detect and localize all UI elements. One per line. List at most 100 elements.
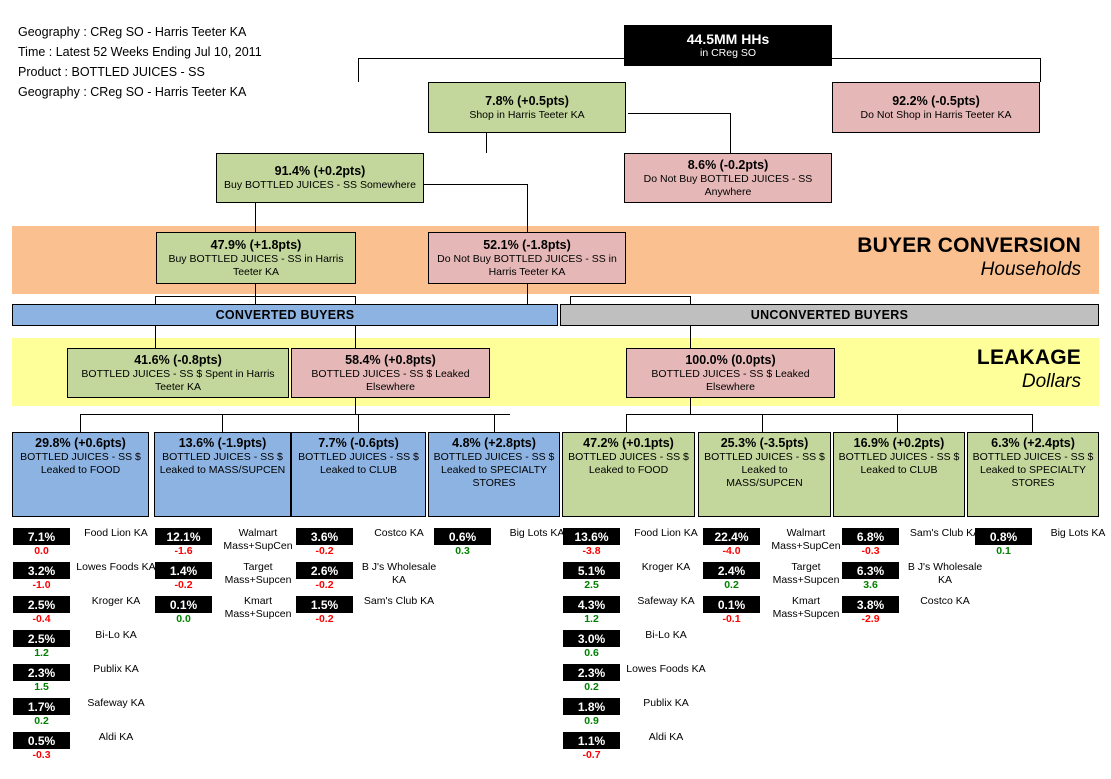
channel-box-converted-food[interactable]: 29.8% (+0.6pts) BOTTLED JUICES - SS $ Le…: [12, 432, 149, 517]
retailer-name: Sam's Club KA: [909, 527, 981, 539]
retailer-share-chip: 3.0%: [563, 630, 620, 647]
meta-product-line: Product : BOTTLED JUICES - SS: [18, 65, 205, 79]
retailer-share-chip: 4.3%: [563, 596, 620, 613]
retailer-name: B J's Wholesale KA: [907, 561, 983, 586]
connector: [80, 414, 510, 415]
retailer-delta: 2.5: [584, 579, 599, 591]
retailer-delta: 1.5: [34, 681, 49, 693]
retailer-share-chip: 1.4%: [155, 562, 212, 579]
node-dollars-leaked-elsewhere-converted[interactable]: 58.4% (+0.8pts) BOTTLED JUICES - SS $ Le…: [291, 348, 490, 398]
retailer-share-chip: 1.1%: [563, 732, 620, 749]
channel-box-unconverted-food[interactable]: 47.2% (+0.1pts) BOTTLED JUICES - SS $ Le…: [562, 432, 695, 517]
retailer-share-chip: 0.8%: [975, 528, 1032, 545]
retailer-name: Walmart Mass+SupCen: [223, 527, 293, 552]
connector: [762, 414, 763, 432]
retailer-share-chip: 3.2%: [13, 562, 70, 579]
retailer-name: Publix KA: [643, 697, 689, 709]
bar-converted-buyers-label: CONVERTED BUYERS: [215, 308, 355, 322]
retailer-delta: 3.6: [863, 579, 878, 591]
connector: [628, 113, 730, 114]
connector: [255, 184, 256, 232]
connector: [355, 398, 356, 414]
connector: [527, 284, 528, 304]
retailer-delta: 0.2: [724, 579, 739, 591]
retailer-name: Lowes Foods KA: [626, 663, 706, 675]
retailer-share-chip: 1.8%: [563, 698, 620, 715]
retailer-delta: -0.3: [861, 545, 880, 557]
retailer-name: Kmart Mass+Supcen: [772, 595, 840, 620]
node-do-not-shop-in-ht[interactable]: 92.2% (-0.5pts) Do Not Shop in Harris Te…: [832, 82, 1040, 133]
retailer-delta: -0.2: [315, 613, 334, 625]
connector: [358, 414, 359, 432]
connector: [1032, 414, 1033, 432]
meta-time-line: Time : Latest 52 Weeks Ending Jul 10, 20…: [18, 45, 262, 59]
retailer-name: Target Mass+Supcen: [224, 561, 292, 586]
connector: [570, 296, 690, 297]
retailer-delta: -4.0: [722, 545, 741, 557]
retailer-name: Costco KA: [920, 595, 970, 607]
retailer-delta: 0.2: [34, 715, 49, 727]
retailer-share-chip: 0.5%: [13, 732, 70, 749]
connector: [255, 284, 256, 304]
node-buy-somewhere[interactable]: 91.4% (+0.2pts) Buy BOTTLED JUICES - SS …: [216, 153, 424, 203]
channel-box-unconverted-club[interactable]: 16.9% (+0.2pts) BOTTLED JUICES - SS $ Le…: [833, 432, 965, 517]
connector: [1040, 58, 1041, 82]
retailer-delta: 0.6: [584, 647, 599, 659]
retailer-name: B J's Wholesale KA: [361, 561, 437, 586]
report-header-meta: Geography : CReg SO - Harris Teeter KA T…: [18, 22, 438, 102]
node-total-households[interactable]: 44.5MM HHs in CReg SO: [624, 25, 832, 66]
node-dollars-spent-in-ht[interactable]: 41.6% (-0.8pts) BOTTLED JUICES - SS $ Sp…: [67, 348, 289, 398]
retailer-share-chip: 6.8%: [842, 528, 899, 545]
retailer-delta: 1.2: [34, 647, 49, 659]
retailer-share-chip: 2.6%: [296, 562, 353, 579]
retailer-share-chip: 2.3%: [13, 664, 70, 681]
bar-unconverted-buyers-label: UNCONVERTED BUYERS: [750, 308, 909, 322]
connector: [897, 414, 898, 432]
connector: [494, 414, 495, 432]
meta-geography-line-2: Geography : CReg SO - Harris Teeter KA: [18, 85, 247, 99]
connector: [355, 296, 356, 304]
connector: [155, 296, 355, 297]
retailer-name: Aldi KA: [98, 731, 134, 743]
retailer-name: Food Lion KA: [634, 527, 698, 539]
bar-unconverted-buyers[interactable]: UNCONVERTED BUYERS: [560, 304, 1099, 326]
retailer-name: Big Lots KA: [1050, 527, 1106, 539]
retailer-delta: 0.0: [34, 545, 49, 557]
channel-box-unconverted-mass-supcen[interactable]: 25.3% (-3.5pts) BOTTLED JUICES - SS $ Le…: [698, 432, 831, 517]
channel-box-converted-mass-supcen[interactable]: 13.6% (-1.9pts) BOTTLED JUICES - SS $ Le…: [154, 432, 291, 517]
node-buy-in-ht[interactable]: 47.9% (+1.8pts) Buy BOTTLED JUICES - SS …: [156, 232, 356, 284]
connector: [690, 296, 691, 304]
retailer-name: Safeway KA: [87, 697, 145, 709]
retailer-share-chip: 2.3%: [563, 664, 620, 681]
channel-box-converted-club[interactable]: 7.7% (-0.6pts) BOTTLED JUICES - SS $ Lea…: [291, 432, 426, 517]
retailer-name: Publix KA: [93, 663, 139, 675]
retailer-name: Big Lots KA: [509, 527, 565, 539]
retailer-share-chip: 2.4%: [703, 562, 760, 579]
connector: [690, 326, 691, 348]
retailer-name: Kroger KA: [641, 561, 691, 573]
channel-box-unconverted-specialty[interactable]: 6.3% (+2.4pts) BOTTLED JUICES - SS $ Lea…: [967, 432, 1099, 517]
retailer-delta: -2.9: [861, 613, 880, 625]
node-do-not-buy-anywhere[interactable]: 8.6% (-0.2pts) Do Not Buy BOTTLED JUICES…: [624, 153, 832, 203]
retailer-share-chip: 3.8%: [842, 596, 899, 613]
retailer-delta: -0.2: [315, 545, 334, 557]
connector: [832, 58, 1040, 59]
retailer-delta: 1.2: [584, 613, 599, 625]
retailer-name: Kmart Mass+Supcen: [224, 595, 292, 620]
connector: [527, 184, 528, 232]
retailer-delta: -0.2: [174, 579, 193, 591]
retailer-delta: 0.2: [584, 681, 599, 693]
connector: [690, 398, 691, 414]
node-do-not-buy-in-ht[interactable]: 52.1% (-1.8pts) Do Not Buy BOTTLED JUICE…: [428, 232, 626, 284]
connector: [355, 326, 356, 348]
retailer-delta: -1.0: [32, 579, 51, 591]
retailer-share-chip: 5.1%: [563, 562, 620, 579]
retailer-delta: -1.6: [174, 545, 193, 557]
node-dollars-leaked-elsewhere-unconverted[interactable]: 100.0% (0.0pts) BOTTLED JUICES - SS $ Le…: [626, 348, 835, 398]
channel-box-converted-specialty[interactable]: 4.8% (+2.8pts) BOTTLED JUICES - SS $ Lea…: [428, 432, 560, 517]
node-shop-in-ht[interactable]: 7.8% (+0.5pts) Shop in Harris Teeter KA: [428, 82, 626, 133]
retailer-delta: -0.2: [315, 579, 334, 591]
bar-converted-buyers[interactable]: CONVERTED BUYERS: [12, 304, 558, 326]
buyer-conversion-band-title: BUYER CONVERSION Households: [857, 234, 1081, 280]
connector: [155, 296, 156, 304]
